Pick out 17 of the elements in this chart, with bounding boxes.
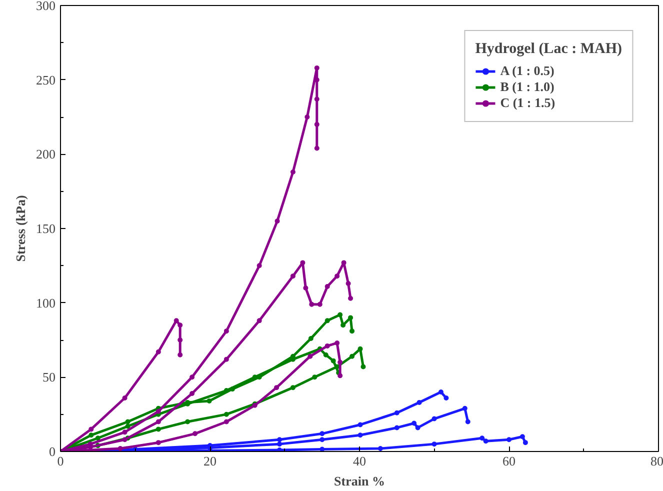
x-axis-title: Strain %: [334, 474, 385, 488]
x-tick-label: 20: [204, 454, 216, 468]
x-tick-label: 60: [502, 454, 516, 468]
y-tick-label: 250: [36, 72, 56, 88]
y-tick-label: 200: [36, 146, 56, 162]
y-tick-label: 50: [42, 370, 56, 385]
x-tick-label: 40: [353, 454, 366, 468]
legend-title: Hydrogel (Lac : MAH): [475, 41, 622, 58]
y-axis-title: Stress (kPa): [13, 195, 28, 262]
x-tick-label: 80: [650, 454, 663, 468]
y-tick-label: 0: [49, 444, 56, 459]
y-tick-label: 150: [36, 221, 56, 236]
legend-label: C (1 : 1.5): [500, 95, 556, 111]
legend-label: B (1 : 1.0): [500, 79, 554, 95]
y-tick-label: 100: [36, 295, 56, 310]
legend-label: A (1 : 0.5): [500, 63, 554, 79]
y-tick-label: 300: [36, 0, 56, 13]
